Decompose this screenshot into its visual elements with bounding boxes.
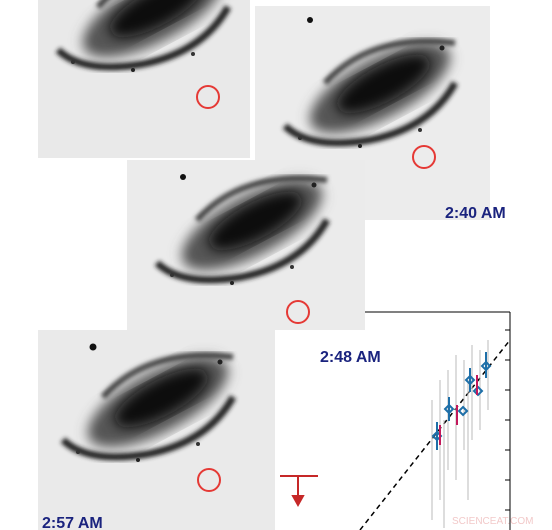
- timestamp: 2:48 AM: [320, 349, 381, 366]
- image-panel: [38, 0, 250, 158]
- timestamp: 2:40 AM: [445, 205, 506, 222]
- timestamp: 2:57 AM: [42, 515, 103, 530]
- watermark: SCIENCEAT.COM: [452, 516, 534, 527]
- upper-limit-arrow: [280, 475, 318, 508]
- star: [307, 17, 313, 23]
- image-panel: [127, 160, 365, 330]
- plot: [359, 311, 511, 530]
- image-panel: [38, 330, 275, 530]
